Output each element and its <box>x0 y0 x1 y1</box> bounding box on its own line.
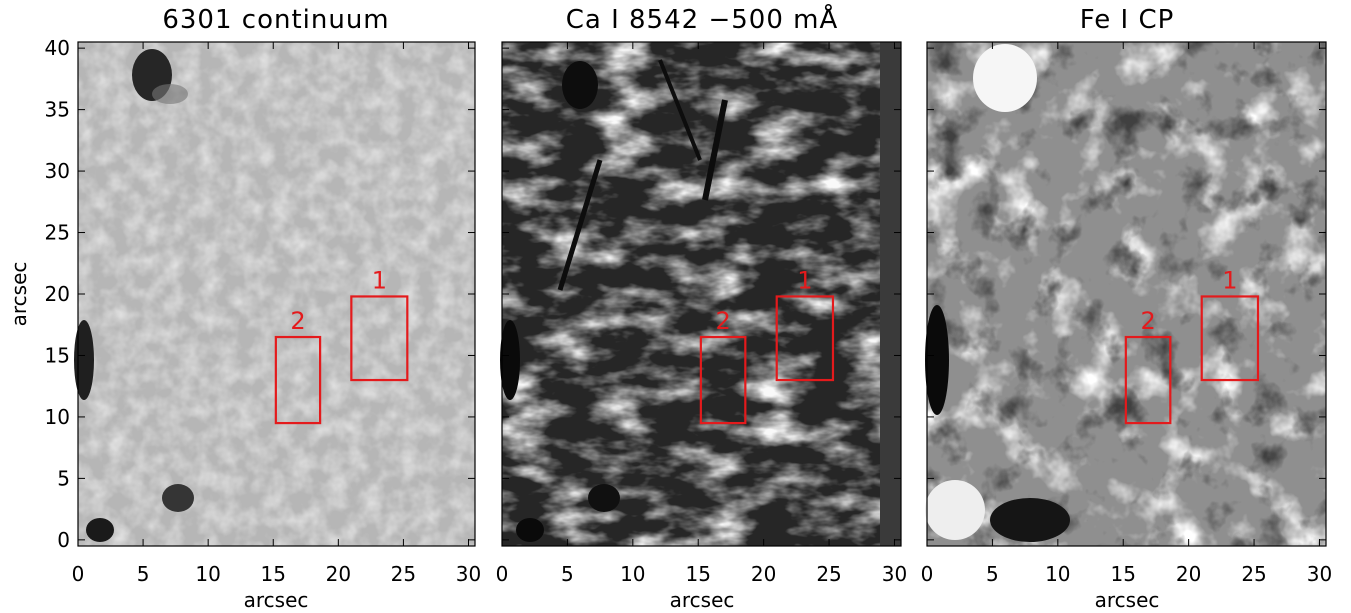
x-tick-label: 10 <box>195 562 220 586</box>
x-tick-label: 20 <box>751 562 776 586</box>
x-tick-label: 20 <box>326 562 351 586</box>
panel-title: Fe I CP <box>1080 5 1175 35</box>
region-boxes: 1 2 1 2 1 2 <box>274 266 1260 425</box>
region-box-label: 1 <box>797 266 812 294</box>
y-tick-label: 40 <box>45 36 70 60</box>
y-tick-label: 25 <box>45 221 70 245</box>
region-box-1 <box>1200 295 1260 382</box>
panel-title: Ca I 8542 −500 mÅ <box>566 3 839 35</box>
x-tick-label: 20 <box>1176 562 1201 586</box>
x-tick-label: 15 <box>1111 562 1136 586</box>
x-tick-label: 5 <box>137 562 150 586</box>
x-tick-label: 15 <box>686 562 711 586</box>
region-box-label: 1 <box>372 266 387 294</box>
region-box-label: 2 <box>290 307 305 335</box>
region-box-1 <box>775 295 835 382</box>
magnetogram-image <box>925 42 1326 546</box>
x-tick-label: 30 <box>1307 562 1332 586</box>
x-axis-label: arcsec <box>1095 588 1160 612</box>
x-tick-label: 15 <box>261 562 286 586</box>
x-tick-label: 10 <box>620 562 645 586</box>
y-tick-label: 0 <box>57 528 70 552</box>
region-box-2 <box>699 335 747 425</box>
x-tick-label: 0 <box>72 562 85 586</box>
x-tick-label: 25 <box>1241 562 1266 586</box>
x-axis-label: arcsec <box>244 588 309 612</box>
x-tick-label: 30 <box>882 562 907 586</box>
y-tick-label: 30 <box>45 159 70 183</box>
y-tick-label: 35 <box>45 98 70 122</box>
panel-ca-8542: Ca I 8542 −500 mÅ <box>500 3 902 547</box>
region-box-label: 1 <box>1222 266 1237 294</box>
x-tick-label: 10 <box>1045 562 1070 586</box>
x-tick-label: 25 <box>391 562 416 586</box>
y-tick-label: 10 <box>45 405 70 429</box>
panel-title: 6301 continuum <box>162 5 389 35</box>
x-tick-label: 0 <box>496 562 509 586</box>
x-axis-label: arcsec <box>670 588 735 612</box>
region-box-2 <box>1124 335 1172 425</box>
panel-continuum: 6301 continuum <box>74 5 476 547</box>
x-tick-label: 30 <box>456 562 481 586</box>
continuum-image <box>74 42 475 546</box>
region-box-label: 2 <box>1140 307 1155 335</box>
y-tick-label: 20 <box>45 282 70 306</box>
y-tick-label: 5 <box>57 466 70 490</box>
x-tick-label: 5 <box>561 562 574 586</box>
y-tick-label: 15 <box>45 343 70 367</box>
y-axis-label: arcsec <box>7 262 31 327</box>
chromosphere-image <box>500 42 901 546</box>
x-tick-label: 25 <box>816 562 841 586</box>
x-tick-label: 5 <box>986 562 999 586</box>
x-tick-label: 0 <box>921 562 934 586</box>
region-box-1 <box>350 295 409 382</box>
panel-fe-cp: Fe I CP <box>925 5 1327 547</box>
region-box-2 <box>274 335 322 425</box>
region-box-label: 2 <box>715 307 730 335</box>
